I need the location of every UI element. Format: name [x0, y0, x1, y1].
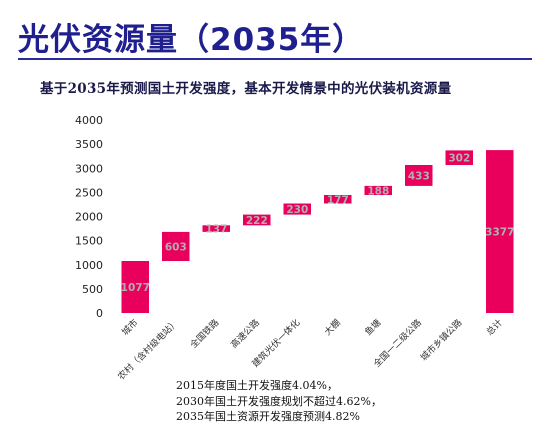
bar-value-label: 3377: [485, 227, 514, 239]
bar: [486, 150, 514, 313]
note-line: 2030年国土开发强度规划不超过4.62%，: [176, 394, 382, 408]
x-tick-label: 高速公路: [228, 317, 262, 351]
y-tick-label: 2500: [75, 186, 103, 199]
bar: [121, 261, 149, 313]
bar-value-label: 177: [327, 194, 349, 206]
bar-value-labels: 1077 603 137 222 230 177 188 433 302 3377: [121, 153, 515, 294]
notes-block: 2015年度国土开发强度4.04%， 2030年国土开发强度规划不超过4.62%…: [176, 378, 382, 425]
x-tick-label: 城市: [119, 317, 140, 338]
bar-value-label: 302: [448, 153, 470, 165]
bar-value-label: 188: [367, 185, 389, 197]
y-tick-label: 3500: [75, 138, 103, 151]
title-divider: [18, 58, 532, 60]
note-line: 2035年国土资源开发强度预测4.82%: [176, 410, 360, 423]
y-tick-label: 1500: [75, 235, 103, 248]
x-tick-label: 总计: [484, 317, 505, 338]
y-tick-label: 3000: [75, 162, 103, 175]
bar: [445, 150, 473, 165]
bar-value-label: 1077: [121, 282, 150, 294]
bar: [324, 195, 352, 204]
bar: [405, 165, 433, 186]
bar-value-label: 603: [165, 242, 187, 254]
note-line: 2015年度国土开发强度4.04%，: [176, 379, 338, 392]
bar: [202, 225, 230, 232]
x-tick-label: 大棚: [322, 317, 343, 338]
bar-value-label: 137: [205, 224, 227, 236]
bar-value-label: 433: [408, 171, 430, 183]
bar: [243, 214, 271, 226]
slide-title: 光伏资源量（2035年）: [18, 22, 365, 58]
bars: [121, 150, 514, 313]
bar: [364, 185, 392, 195]
chart-title: 基于2035年预测国土开发强度，基本开发情景中的光伏装机资源量: [40, 81, 452, 97]
x-tick-label: 全国铁路: [187, 317, 221, 351]
bar: [283, 203, 311, 215]
y-tick-label: 500: [82, 283, 103, 296]
y-tick-label: 4000: [75, 114, 103, 127]
bar-value-label: 222: [246, 215, 268, 227]
y-tick-label: 1000: [75, 259, 103, 272]
bar-value-label: 230: [286, 204, 308, 216]
x-tick-label: 城市乡镇公路: [418, 317, 465, 364]
x-tick-label: 鱼塘: [362, 317, 383, 338]
y-tick-label: 2000: [75, 211, 103, 224]
bar: [162, 231, 190, 261]
y-tick-label: 0: [96, 307, 103, 320]
y-axis-tick-labels: 0 500 1000 1500 2000 2500 3000 3500 4000: [75, 114, 103, 320]
